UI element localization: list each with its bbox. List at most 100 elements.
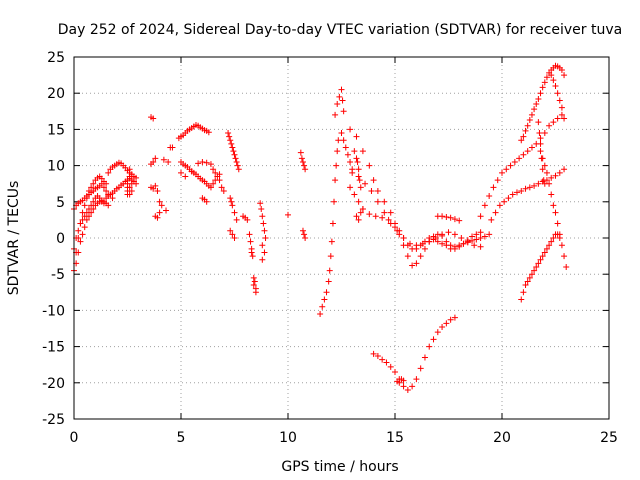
data-point xyxy=(477,235,484,241)
data-point xyxy=(522,127,529,134)
data-point xyxy=(203,159,210,166)
data-point xyxy=(319,303,326,310)
series-short-7.8h xyxy=(240,213,251,223)
data-point xyxy=(400,383,407,390)
data-point xyxy=(556,235,563,241)
data-point xyxy=(230,148,237,155)
series-col-13.3h xyxy=(351,148,366,223)
data-point xyxy=(561,166,568,173)
data-point xyxy=(359,206,366,213)
data-point xyxy=(226,133,233,140)
data-point xyxy=(460,240,467,247)
x-tick-label: 25 xyxy=(600,430,618,446)
data-point xyxy=(443,320,450,327)
data-point xyxy=(248,249,255,256)
data-point xyxy=(421,354,428,361)
data-point xyxy=(541,162,548,169)
data-point xyxy=(302,235,309,241)
data-point xyxy=(301,231,308,238)
data-point xyxy=(563,263,570,270)
data-point xyxy=(340,137,347,144)
data-point xyxy=(252,285,259,292)
data-point xyxy=(299,158,306,165)
data-point xyxy=(400,235,407,241)
data-point xyxy=(88,184,95,191)
data-point xyxy=(228,198,235,205)
data-point xyxy=(394,227,401,234)
data-point xyxy=(334,101,341,108)
data-point xyxy=(451,216,458,223)
x-tick-label: 20 xyxy=(493,430,511,446)
data-point xyxy=(85,213,92,220)
data-point xyxy=(531,106,538,113)
data-point xyxy=(220,187,227,194)
data-point xyxy=(357,184,364,191)
data-point xyxy=(511,158,518,165)
data-point xyxy=(231,209,238,216)
data-point xyxy=(379,214,386,221)
data-point xyxy=(539,166,546,173)
data-point xyxy=(332,177,339,184)
data-point xyxy=(249,253,256,260)
y-tick-label: -15 xyxy=(42,340,65,356)
data-point xyxy=(554,115,561,122)
x-tick-label: 5 xyxy=(177,430,186,446)
data-point xyxy=(548,191,555,198)
data-point xyxy=(210,180,217,187)
data-point xyxy=(355,166,362,173)
data-point xyxy=(150,115,157,122)
data-point xyxy=(262,235,269,241)
data-point xyxy=(366,162,373,169)
data-point xyxy=(518,187,525,194)
data-point xyxy=(531,267,538,274)
data-point xyxy=(77,238,84,245)
data-point xyxy=(259,213,266,220)
data-point xyxy=(481,202,488,209)
series-peak-12.5h xyxy=(332,86,356,173)
data-point xyxy=(260,220,267,227)
data-point xyxy=(229,231,236,238)
series-arc-5h xyxy=(175,122,212,142)
data-point xyxy=(105,202,112,209)
series-cluster-5.5h xyxy=(178,158,223,180)
data-point xyxy=(400,242,407,249)
data-point xyxy=(486,231,493,238)
data-point xyxy=(387,363,394,370)
data-point xyxy=(426,238,433,245)
data-point xyxy=(524,148,531,155)
data-point xyxy=(439,213,446,220)
data-point xyxy=(133,174,140,181)
data-point xyxy=(548,238,555,245)
data-point xyxy=(210,166,217,173)
data-point xyxy=(232,155,239,162)
data-point xyxy=(490,184,497,191)
data-point xyxy=(163,207,170,214)
series-cluster-5h xyxy=(178,158,227,194)
y-tick-label: 20 xyxy=(47,86,65,102)
data-point xyxy=(353,133,360,140)
series-col-2.6h xyxy=(124,166,135,198)
y-tick-label: -25 xyxy=(42,412,65,428)
series-descent-b xyxy=(347,184,493,269)
data-point xyxy=(205,129,212,136)
data-point xyxy=(496,202,503,209)
data-point xyxy=(338,130,345,137)
data-point xyxy=(413,376,420,383)
data-point xyxy=(537,135,544,142)
data-point xyxy=(317,311,324,318)
data-point xyxy=(383,359,390,366)
data-point xyxy=(392,224,398,231)
data-point xyxy=(477,243,484,250)
data-point xyxy=(188,168,195,175)
data-point xyxy=(503,166,510,173)
data-point xyxy=(426,343,433,350)
series-drop-8.4h xyxy=(246,231,259,296)
data-point xyxy=(347,126,354,133)
data-point xyxy=(548,174,555,181)
data-point xyxy=(81,224,88,231)
data-point xyxy=(548,72,555,79)
data-point xyxy=(550,202,557,209)
y-tick-label: -20 xyxy=(42,376,65,392)
data-point xyxy=(451,314,458,321)
series-descent-a xyxy=(347,126,484,252)
